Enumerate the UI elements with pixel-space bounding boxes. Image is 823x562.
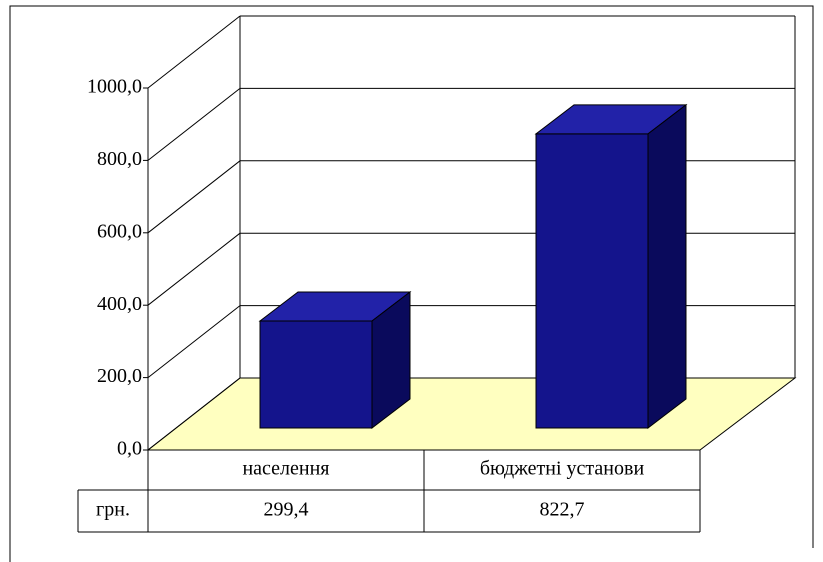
grid-line [147,232,241,306]
grid-line [147,377,241,451]
grid-line [147,15,241,89]
grid-line [147,160,241,234]
value-label: 822,7 [540,499,585,521]
y-tick-label: 400,0 [97,293,142,315]
floor [146,377,797,451]
grid-line [147,88,241,161]
y-tick-label: 800,0 [97,148,142,170]
y-tick-label: 1000,0 [87,76,142,98]
frame [9,5,814,562]
bar-front [259,320,373,429]
y-tick-label: 0,0 [117,438,142,460]
value-label: 299,4 [264,499,309,521]
bar-front [535,133,649,429]
y-tick-label: 600,0 [97,220,142,242]
bar-side [371,290,411,430]
category-label: населення [242,458,329,480]
grid-line [147,305,241,378]
category-label: бюджетні установи [480,458,645,480]
series-name: грн. [96,499,130,521]
y-tick-label: 200,0 [97,365,142,387]
bar-side [647,103,687,430]
